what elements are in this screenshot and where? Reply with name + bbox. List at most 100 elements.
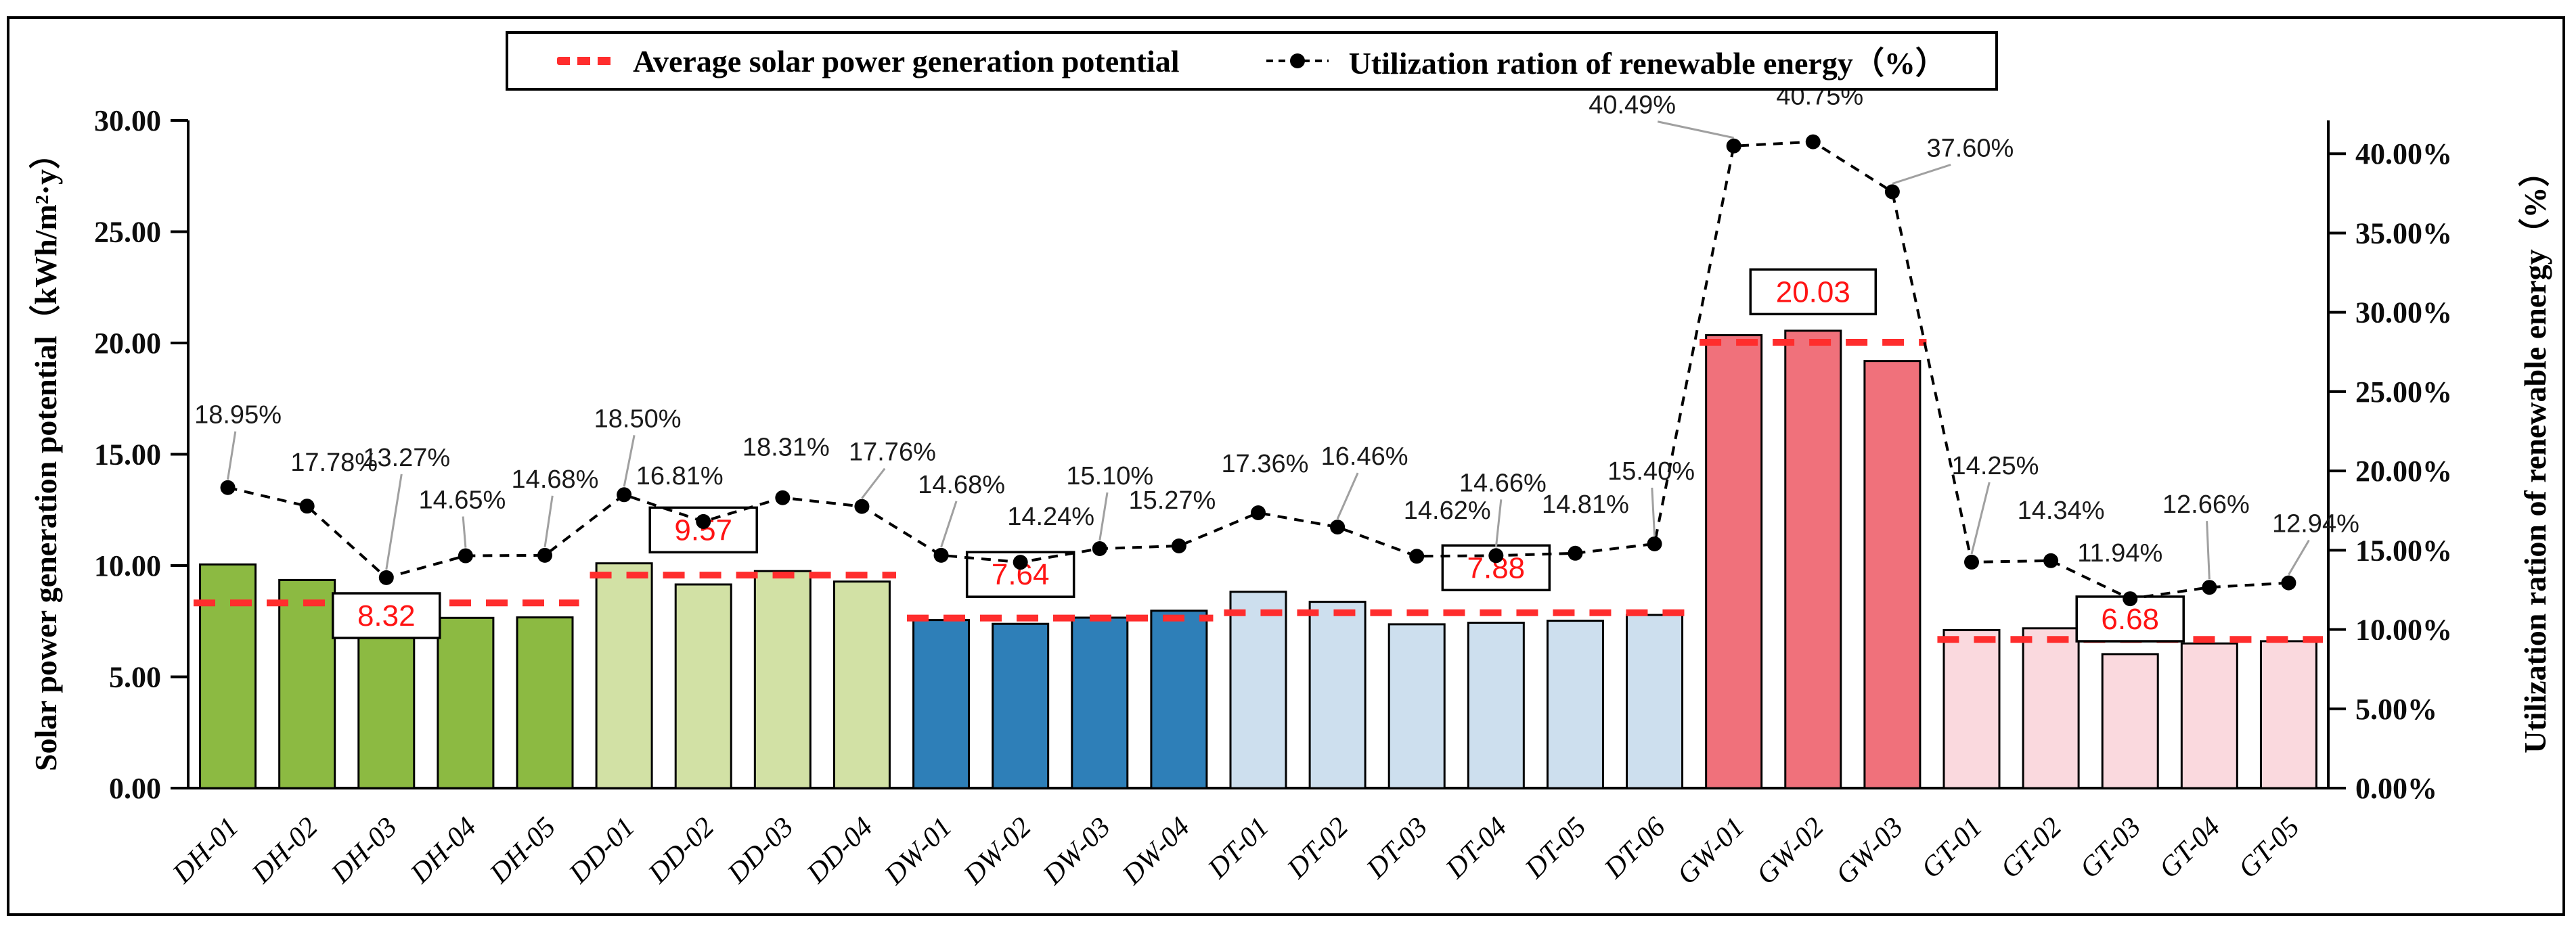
bar-GW-02 xyxy=(1784,329,1842,789)
pct-label-DD-01: 18.50% xyxy=(594,405,682,433)
bar-GW-01 xyxy=(1705,334,1763,789)
x-category-labels: DH-01 DH-02 DH-03 DH-04 DH-05 DD-01 DD-02 DD-03… xyxy=(166,812,2306,892)
x-label-DW-01: DW-01 xyxy=(879,812,958,892)
pct-label-DT-01: 17.36% xyxy=(1222,450,1309,478)
pct-label-DT-03: 14.62% xyxy=(1404,497,1491,525)
x-label-DH-03: DH-03 xyxy=(325,812,403,890)
pct-label-DD-02: 16.81% xyxy=(636,462,724,490)
pct-label-leader-DH-04 xyxy=(462,516,467,548)
right-axis-title: Utilization ration of renewable energy（%… xyxy=(2518,156,2552,754)
pct-label-leader-DT-04 xyxy=(1494,499,1503,548)
pct-label-DT-02: 16.46% xyxy=(1321,442,1408,471)
bar-DT-02 xyxy=(1308,601,1367,789)
pct-label-GT-04: 12.66% xyxy=(2162,490,2250,519)
left-tick-label: 0.00 xyxy=(109,772,161,805)
x-label-DW-04: DW-04 xyxy=(1116,812,1196,892)
x-label-GT-01: GT-01 xyxy=(1915,812,1989,885)
pct-label-DW-04: 15.27% xyxy=(1128,486,1216,515)
x-label-DT-03: DT-03 xyxy=(1360,812,1434,886)
pct-label-leader-GT-04 xyxy=(2206,521,2211,580)
data-point-DT-01 xyxy=(1251,505,1266,521)
pct-label-leader-DW-01 xyxy=(940,501,958,548)
data-point-DD-02 xyxy=(696,513,711,529)
right-tick-label: 15.00% xyxy=(2355,534,2452,567)
bar-DW-04 xyxy=(1150,610,1208,789)
pct-label-leader-GT-01 xyxy=(1970,482,1991,555)
x-label-DW-03: DW-03 xyxy=(1037,812,1117,892)
data-point-GW-02 xyxy=(1805,134,1821,150)
legend-average-label: Average solar power generation potential xyxy=(633,43,1180,78)
x-label-DT-02: DT-02 xyxy=(1281,812,1355,886)
data-point-DT-03 xyxy=(1409,549,1425,564)
x-label-DD-02: DD-02 xyxy=(642,812,721,890)
bar-DD-04 xyxy=(832,580,891,789)
data-point-GT-04 xyxy=(2202,580,2217,595)
right-tick-label: 35.00% xyxy=(2355,216,2452,250)
data-point-GT-05 xyxy=(2281,575,2296,591)
bar-GW-03 xyxy=(1863,360,1922,789)
pct-label-DT-06: 15.40% xyxy=(1607,457,1695,486)
bar-DH-01 xyxy=(199,563,257,789)
data-point-DT-02 xyxy=(1330,520,1346,535)
avg-label-GT: 6.68 xyxy=(2101,603,2159,636)
pct-label-GT-02: 14.34% xyxy=(2018,497,2105,525)
legend-utilization-label: Utilization ration of renewable energy（%… xyxy=(1348,46,1947,81)
bar-DT-01 xyxy=(1229,591,1287,789)
pct-label-leader-GT-05 xyxy=(2288,539,2310,576)
pct-label-DH-01: 18.95% xyxy=(194,401,282,430)
avg-label-box-DH xyxy=(332,592,441,639)
x-label-DT-05: DT-05 xyxy=(1519,812,1593,886)
data-point-DW-01 xyxy=(933,547,949,563)
data-point-DH-01 xyxy=(220,480,236,495)
axes: 0.00 5.00 10.00 15.00 20.00 25.00 30.00 0.00% 5.… xyxy=(94,104,2452,805)
left-tick-label: 30.00 xyxy=(94,104,161,137)
data-point-DH-05 xyxy=(537,547,552,563)
x-label-DD-01: DD-01 xyxy=(562,812,641,890)
x-label-GT-02: GT-02 xyxy=(1995,812,2068,885)
data-point-DD-03 xyxy=(775,490,791,505)
avg-label-DH: 8.32 xyxy=(357,599,416,633)
bar-DH-05 xyxy=(516,616,574,789)
bar-GT-05 xyxy=(2259,640,2317,789)
data-point-DD-01 xyxy=(617,487,632,503)
left-axis-title: Solar power generation potential（kWh/m²·… xyxy=(28,138,63,771)
bar-DD-03 xyxy=(753,570,812,789)
x-label-GW-02: GW-02 xyxy=(1751,812,1830,891)
pct-label-leader-DW-03 xyxy=(1098,492,1109,541)
avg-label-box-GW xyxy=(1749,268,1878,316)
pct-label-GT-05: 12.94% xyxy=(2272,510,2359,538)
bar-DW-02 xyxy=(992,622,1050,789)
data-point-DW-04 xyxy=(1171,538,1186,554)
data-point-DH-02 xyxy=(299,499,315,514)
bar-DH-02 xyxy=(278,578,336,789)
pct-label-leader-GW-03 xyxy=(1892,164,1951,185)
right-tick-label: 5.00% xyxy=(2355,693,2437,726)
x-label-GT-04: GT-04 xyxy=(2154,812,2227,885)
right-tick-label: 40.00% xyxy=(2355,137,2452,170)
x-label-DH-01: DH-01 xyxy=(166,812,245,890)
bar-DT-05 xyxy=(1546,620,1604,789)
data-point-DT-04 xyxy=(1488,548,1504,564)
left-tick-label: 10.00 xyxy=(94,549,161,582)
bar-DW-01 xyxy=(912,619,971,789)
right-tick-label: 30.00% xyxy=(2355,296,2452,329)
pct-label-DH-03: 13.27% xyxy=(363,444,450,472)
x-label-GW-01: GW-01 xyxy=(1672,812,1751,891)
data-point-GT-03 xyxy=(2123,591,2138,607)
data-point-DT-05 xyxy=(1568,545,1583,561)
left-tick-label: 20.00 xyxy=(94,327,161,360)
utilization-points-group: 18.95%17.78%13.27%14.65%14.68%18.50%16.8… xyxy=(194,83,2359,607)
pct-label-DW-03: 15.10% xyxy=(1066,462,1153,490)
pct-label-DH-05: 14.68% xyxy=(512,465,599,494)
pct-label-DT-04: 14.66% xyxy=(1459,469,1547,497)
right-tick-label: 10.00% xyxy=(2355,614,2452,647)
pct-label-leader-GW-01 xyxy=(1657,120,1734,139)
pct-label-DW-02: 14.24% xyxy=(1007,503,1094,531)
pct-label-leader-DH-05 xyxy=(543,495,554,548)
bar-DW-03 xyxy=(1071,616,1129,789)
bar-GT-01 xyxy=(1942,628,2001,789)
data-point-DD-04 xyxy=(854,499,870,514)
data-point-DH-04 xyxy=(458,548,473,564)
